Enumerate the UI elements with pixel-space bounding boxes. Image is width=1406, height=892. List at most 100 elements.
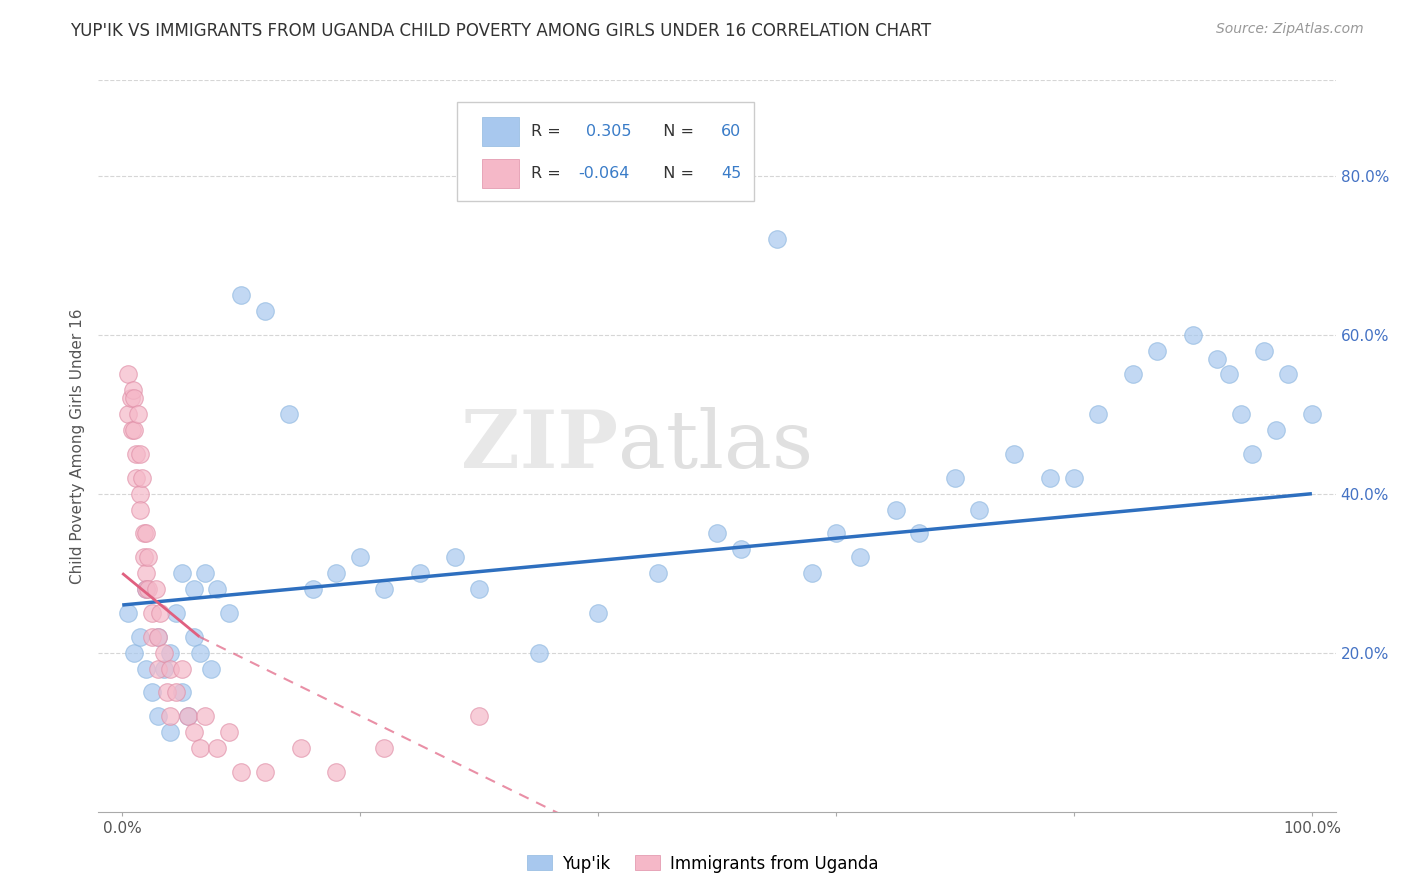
Point [159,709,181,723]
Text: N =: N = [652,124,699,139]
Point [129,630,152,644]
Point [153,662,176,676]
Point [135,566,157,581]
Point [159,725,181,739]
Point [200,662,222,676]
Point [373,582,395,596]
Point [120,392,142,406]
Y-axis label: Child Poverty Among Girls Under 16: Child Poverty Among Girls Under 16 [69,309,84,583]
Point [122,392,145,406]
Point [129,502,152,516]
Point [253,764,276,779]
Point [765,232,787,246]
Text: ZIP: ZIP [461,407,619,485]
Point [132,526,155,541]
Point [277,407,299,421]
Point [159,662,181,676]
Point [1181,327,1204,342]
Point [1205,351,1227,366]
Legend: Yup'ik, Immigrants from Uganda: Yup'ik, Immigrants from Uganda [520,848,886,880]
Point [153,646,176,660]
Point [138,550,160,565]
Point [325,764,347,779]
Point [117,407,139,421]
Point [122,646,145,660]
Point [170,566,193,581]
Point [135,582,157,596]
Point [527,646,550,660]
Point [290,741,312,756]
Text: 45: 45 [721,166,741,181]
Text: 0.305: 0.305 [586,124,631,139]
Point [1039,471,1062,485]
Point [967,502,990,516]
Point [943,471,966,485]
Text: YUP'IK VS IMMIGRANTS FROM UGANDA CHILD POVERTY AMONG GIRLS UNDER 16 CORRELATION : YUP'IK VS IMMIGRANTS FROM UGANDA CHILD P… [70,22,931,40]
Point [146,630,169,644]
Point [183,582,205,596]
Point [122,423,145,437]
Point [218,725,240,739]
Point [1218,368,1240,382]
Point [183,725,205,739]
Point [132,550,155,565]
Point [468,709,491,723]
Point [325,566,347,581]
FancyBboxPatch shape [457,103,754,201]
Point [188,646,211,660]
Text: -0.064: -0.064 [578,166,630,181]
Point [129,447,152,461]
Point [138,582,160,596]
Point [253,303,276,318]
Point [170,685,193,699]
Point [146,630,169,644]
Point [825,526,848,541]
Text: R =: R = [531,166,567,181]
Point [1241,447,1264,461]
Point [586,606,609,620]
Point [135,662,157,676]
Point [849,550,872,565]
Text: atlas: atlas [619,407,813,485]
Point [165,685,187,699]
Point [301,582,323,596]
Point [194,709,217,723]
Point [149,606,172,620]
Point [117,368,139,382]
Point [231,288,253,302]
Point [135,526,157,541]
Point [218,606,240,620]
Text: 60: 60 [721,124,741,139]
Point [131,471,153,485]
Point [1265,423,1288,437]
Point [468,582,491,596]
Point [408,566,430,581]
Bar [482,159,519,188]
Point [1122,368,1144,382]
Point [188,741,211,756]
Point [706,526,728,541]
Point [1004,447,1026,461]
Point [1087,407,1109,421]
Point [1063,471,1085,485]
Point [884,502,907,516]
Bar [482,117,519,146]
Point [1146,343,1168,358]
Point [207,741,229,756]
Point [373,741,395,756]
Point [141,685,163,699]
Point [1229,407,1251,421]
Point [801,566,824,581]
Point [145,582,167,596]
Point [194,566,217,581]
Point [165,606,187,620]
Point [170,662,193,676]
Text: R =: R = [531,124,571,139]
Point [146,662,169,676]
Point [129,486,152,500]
Point [231,764,253,779]
Point [176,709,198,723]
Text: N =: N = [652,166,699,181]
Point [159,646,181,660]
Point [125,447,148,461]
